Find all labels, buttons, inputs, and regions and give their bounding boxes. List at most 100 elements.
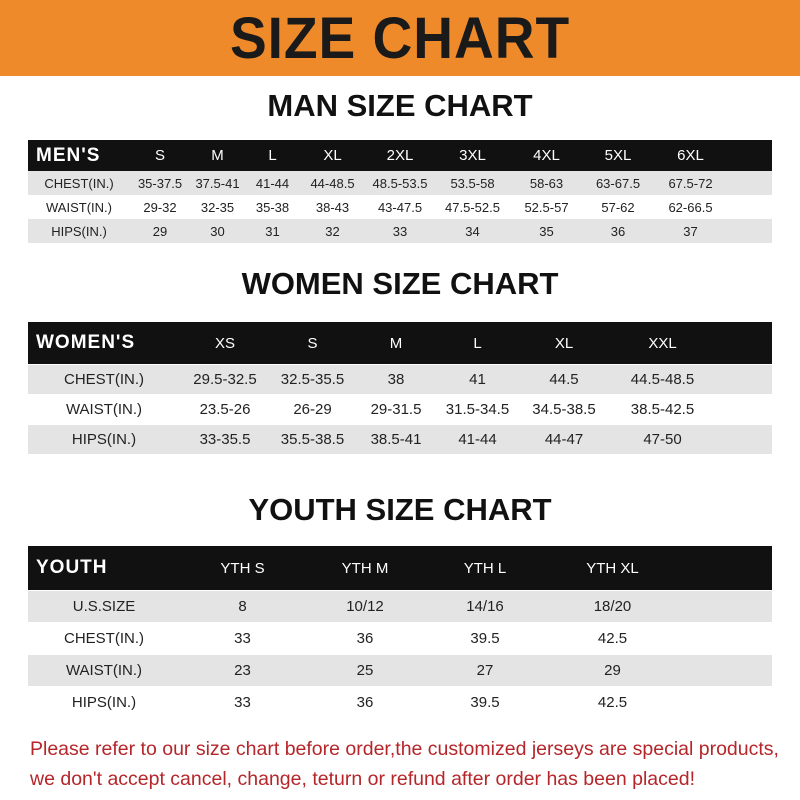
table-cell: 35.5-38.5 bbox=[280, 431, 345, 448]
row-label: YOUTH bbox=[36, 557, 108, 578]
table-cell: 30 bbox=[210, 223, 225, 239]
table-cell: 33 bbox=[234, 694, 251, 711]
women-section-title: WOMEN SIZE CHART bbox=[241, 266, 559, 301]
table-cell: 63-67.5 bbox=[595, 175, 641, 191]
table-cell: L bbox=[473, 334, 482, 352]
table-cell: 37.5-41 bbox=[195, 175, 240, 191]
table-cell: 38 bbox=[387, 371, 405, 388]
table-row: WAIST(IN.) 23.5-26 26-29 29-31.5 31.5-34.5 34… bbox=[28, 395, 772, 424]
table-cell: S bbox=[154, 147, 165, 164]
table-row: WAIST(IN.) 29-32 32-35 35-38 38-43 43-47.5 47.… bbox=[28, 195, 772, 219]
table-cell: 31 bbox=[265, 223, 280, 239]
men-size-table: MEN'S S M L XL 2XL 3XL 4XL 5XL 6XL CHEST(IN.) 35-37… bbox=[28, 140, 772, 243]
table-cell: 2XL bbox=[386, 147, 414, 164]
table-cell: 58-63 bbox=[529, 175, 564, 191]
table-row: HIPS(IN.) 33 36 39.5 42.5 bbox=[28, 687, 772, 718]
row-label: U.S.SIZE bbox=[72, 598, 136, 615]
table-row: WAIST(IN.) 23 25 27 29 bbox=[28, 655, 772, 686]
table-cell: 42.5 bbox=[597, 694, 628, 711]
table-row: HIPS(IN.) 29 30 31 32 33 34 35 36 37 bbox=[28, 219, 772, 243]
table-cell: 47.5-52.5 bbox=[445, 199, 500, 215]
table-row: HIPS(IN.) 33-35.5 35.5-38.5 38.5-41 41-44 44-… bbox=[28, 425, 772, 454]
table-cell: S bbox=[307, 334, 318, 352]
table-cell: YTH L bbox=[463, 559, 507, 577]
table-cell: 34 bbox=[465, 223, 480, 239]
table-row: U.S.SIZE 8 10/12 14/16 18/20 bbox=[28, 591, 772, 622]
table-cell: 29-31.5 bbox=[370, 401, 422, 418]
table-cell: 57-62 bbox=[601, 199, 635, 215]
table-cell: 33 bbox=[392, 223, 408, 239]
table-cell: 44-48.5 bbox=[310, 175, 355, 191]
youth-size-table: YOUTH YTH S YTH M YTH L YTH XL U.S.SIZE 8 10/12… bbox=[28, 546, 772, 718]
table-cell: 29 bbox=[152, 223, 168, 239]
table-cell: 29 bbox=[604, 662, 621, 679]
table-cell: 32 bbox=[325, 223, 340, 239]
table-row: CHEST(IN.) 33 36 39.5 42.5 bbox=[28, 623, 772, 654]
table-cell: 41-44 bbox=[458, 431, 497, 448]
table-cell: 26-29 bbox=[293, 401, 332, 418]
table-cell: 39.5 bbox=[470, 694, 500, 711]
table-cell: 35-38 bbox=[255, 199, 290, 215]
row-label: WAIST(IN.) bbox=[65, 662, 143, 679]
table-cell: XL bbox=[323, 147, 342, 164]
table-cell: 39.5 bbox=[470, 630, 500, 647]
table-cell: XXL bbox=[648, 334, 677, 352]
men-section-title: MAN SIZE CHART bbox=[267, 88, 533, 123]
table-cell: 36 bbox=[356, 694, 374, 711]
table-cell: 35 bbox=[539, 223, 554, 239]
table-cell: 18/20 bbox=[593, 598, 632, 615]
table-cell: YTH S bbox=[220, 559, 265, 577]
table-cell: XS bbox=[214, 334, 235, 352]
table-cell: 36 bbox=[610, 223, 626, 239]
table-cell: 29-32 bbox=[143, 199, 177, 215]
table-cell: 37 bbox=[683, 223, 698, 239]
table-header-row: MEN'S S M L XL 2XL 3XL 4XL 5XL 6XL bbox=[28, 140, 772, 171]
table-cell: 38.5-42.5 bbox=[630, 401, 695, 418]
table-row: CHEST(IN.) 35-37.5 37.5-41 41-44 44-48.5 48.5… bbox=[28, 171, 772, 195]
table-cell: 38.5-41 bbox=[370, 431, 422, 448]
table-cell: 34.5-38.5 bbox=[532, 401, 596, 418]
table-cell: 23 bbox=[234, 662, 251, 679]
row-label: HIPS(IN.) bbox=[51, 223, 107, 239]
row-label: HIPS(IN.) bbox=[71, 694, 137, 711]
table-cell: 23.5-26 bbox=[199, 401, 251, 418]
table-cell: L bbox=[268, 147, 277, 164]
table-row: CHEST(IN.) 29.5-32.5 32.5-35.5 38 41 44.5 44.5… bbox=[28, 365, 772, 394]
table-cell: 25 bbox=[356, 662, 374, 679]
title-banner: SIZE CHART bbox=[0, 0, 800, 76]
notice-line: we don't accept cancel, change, teturn o… bbox=[30, 768, 695, 790]
table-cell: 44.5-48.5 bbox=[630, 371, 695, 388]
youth-section-title: YOUTH SIZE CHART bbox=[248, 492, 552, 527]
table-cell: 62-66.5 bbox=[668, 199, 713, 215]
table-cell: 10/12 bbox=[346, 598, 384, 615]
order-notice: Please refer to our size chart before or… bbox=[30, 734, 790, 794]
table-cell: M bbox=[389, 334, 403, 352]
row-label: WAIST(IN.) bbox=[46, 199, 112, 215]
table-cell: 35-37.5 bbox=[137, 175, 183, 191]
table-cell: 14/16 bbox=[466, 598, 504, 615]
table-cell: 38-43 bbox=[315, 199, 350, 215]
table-cell: 32.5-35.5 bbox=[280, 371, 345, 388]
row-label: WAIST(IN.) bbox=[65, 401, 143, 418]
table-cell: 29.5-32.5 bbox=[193, 371, 257, 388]
row-label: CHEST(IN.) bbox=[64, 371, 144, 388]
table-cell: YTH XL bbox=[586, 559, 639, 577]
table-cell: 36 bbox=[356, 630, 374, 647]
table-cell: 47-50 bbox=[643, 431, 682, 448]
table-cell: YTH M bbox=[341, 559, 389, 577]
row-label: CHEST(IN.) bbox=[44, 175, 114, 191]
table-cell: 31.5-34.5 bbox=[445, 401, 510, 418]
table-cell: 33-35.5 bbox=[199, 431, 251, 448]
table-cell: 6XL bbox=[677, 147, 704, 164]
table-cell: 4XL bbox=[533, 147, 560, 164]
table-cell: 52.5-57 bbox=[524, 199, 569, 215]
table-cell: 44-47 bbox=[544, 431, 584, 448]
table-cell: 5XL bbox=[604, 147, 632, 164]
table-cell: 41-44 bbox=[255, 175, 290, 191]
table-cell: XL bbox=[554, 334, 574, 352]
notice-line: Please refer to our size chart before or… bbox=[30, 738, 779, 760]
table-cell: 27 bbox=[476, 662, 494, 679]
row-label: MEN'S bbox=[36, 144, 101, 166]
page-title: SIZE CHART bbox=[229, 5, 571, 71]
row-label: CHEST(IN.) bbox=[64, 630, 144, 647]
